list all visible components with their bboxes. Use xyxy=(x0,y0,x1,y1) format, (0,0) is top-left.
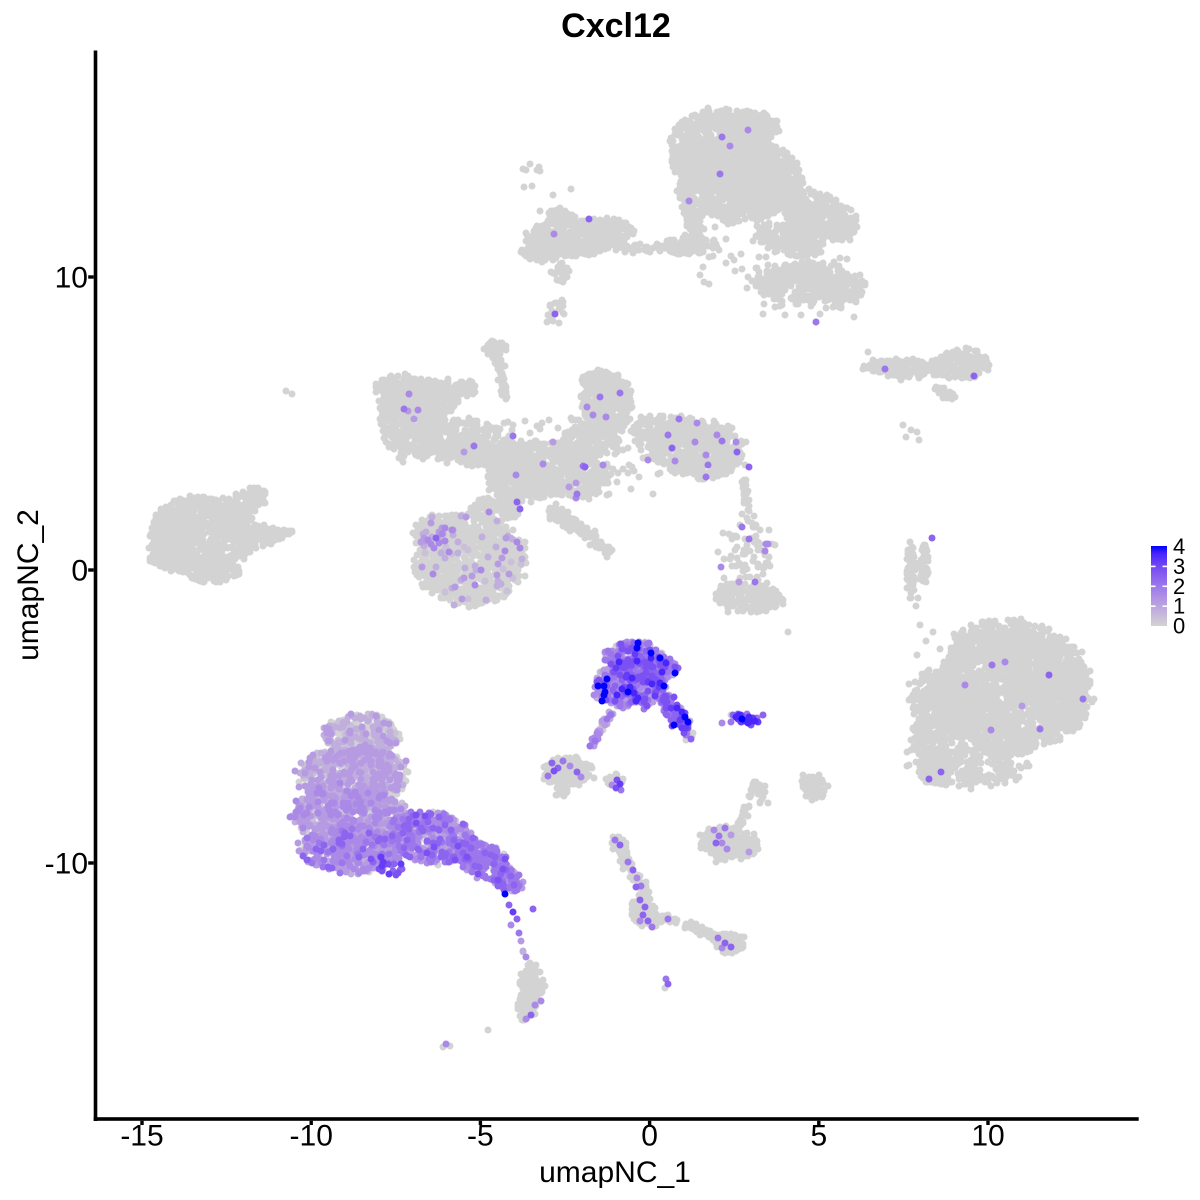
svg-text:-10: -10 xyxy=(45,848,88,881)
svg-text:0: 0 xyxy=(71,555,88,588)
svg-text:4: 4 xyxy=(1173,534,1185,559)
svg-text:10: 10 xyxy=(971,1120,1004,1153)
svg-text:0: 0 xyxy=(1173,614,1185,639)
svg-text:5: 5 xyxy=(810,1120,827,1153)
svg-text:1: 1 xyxy=(1173,594,1185,619)
svg-text:0: 0 xyxy=(641,1120,658,1153)
svg-text:umapNC_1: umapNC_1 xyxy=(539,1156,691,1189)
svg-text:-10: -10 xyxy=(290,1120,333,1153)
svg-text:3: 3 xyxy=(1173,554,1185,579)
svg-text:-5: -5 xyxy=(467,1120,494,1153)
svg-text:-15: -15 xyxy=(120,1120,163,1153)
svg-text:umapNC_2: umapNC_2 xyxy=(12,509,45,661)
svg-text:2: 2 xyxy=(1173,574,1185,599)
svg-text:Cxcl12: Cxcl12 xyxy=(561,7,671,45)
svg-text:10: 10 xyxy=(55,262,88,295)
